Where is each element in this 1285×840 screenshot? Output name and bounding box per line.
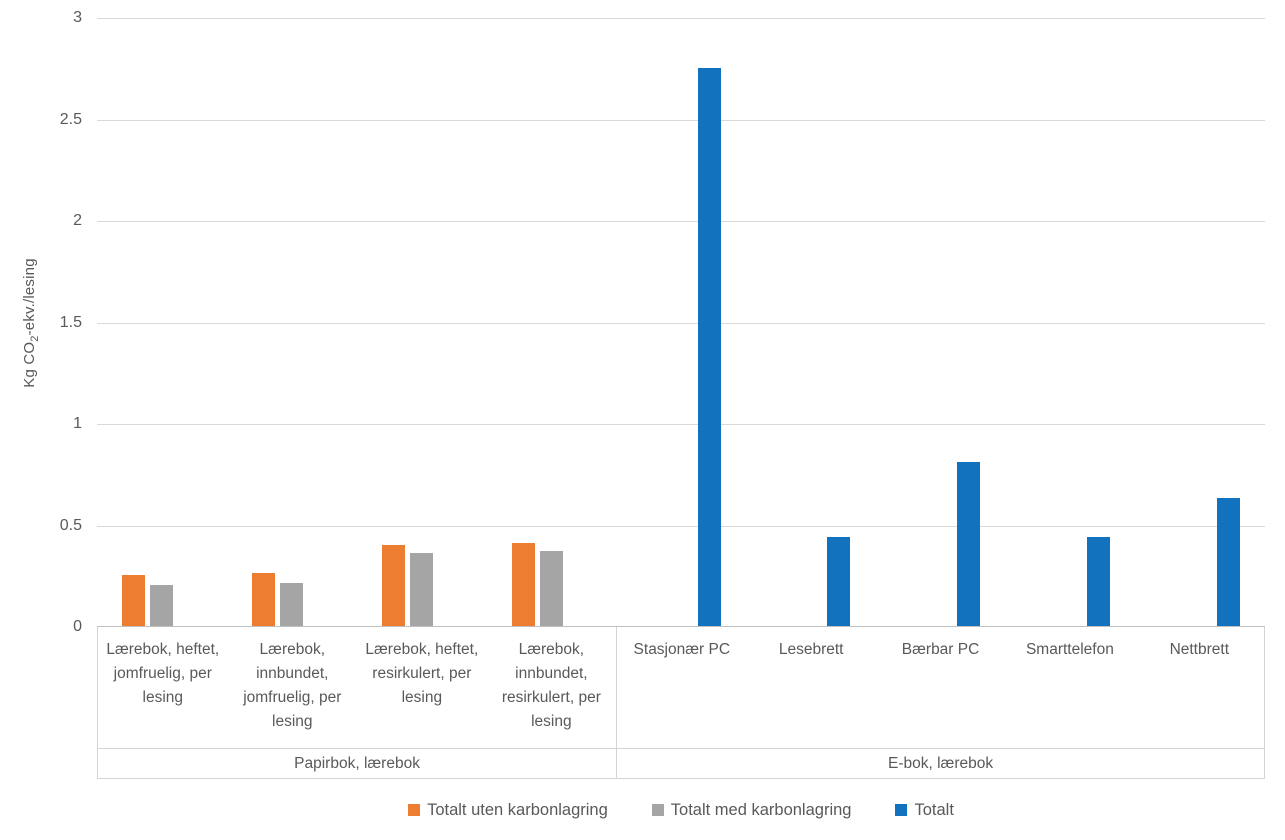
category-label: Lærebok, heftet, resirkulert, per lesing <box>365 641 479 706</box>
bar-totalt-uten-karbonlagring <box>381 545 405 626</box>
y-tick-label: 0.5 <box>59 517 82 534</box>
legend-label: Totalt uten karbonlagring <box>427 800 608 819</box>
x-axis-line <box>97 626 1265 627</box>
category-group: Lærebok, heftet, jomfruelig, per lesing L… <box>97 627 617 778</box>
gridline <box>97 323 1265 324</box>
gridline <box>97 526 1265 527</box>
bar-totalt <box>1216 498 1240 626</box>
legend-label: Totalt <box>914 800 954 819</box>
bar-totalt-med-karbonlagring <box>539 551 563 626</box>
category-label: Stasjonær PC <box>633 641 731 658</box>
gridline <box>97 18 1265 19</box>
legend-swatch-icon <box>895 804 908 816</box>
bar-totalt-med-karbonlagring <box>280 583 304 626</box>
category-label: Nettbrett <box>1169 641 1230 658</box>
plot-area <box>97 18 1265 627</box>
legend-item: Totalt <box>895 800 954 820</box>
bar-totalt <box>827 537 851 626</box>
legend-swatch-icon <box>408 804 421 816</box>
category-label-row: Stasjonær PC Lesebrett Bærbar PC Smarttelef… <box>617 627 1264 748</box>
bar-totalt-uten-karbonlagring <box>122 575 146 626</box>
category-group: Stasjonær PC Lesebrett Bærbar PC Smarttelef… <box>616 627 1265 778</box>
bar-totalt-uten-karbonlagring <box>511 543 535 626</box>
bar-totalt <box>957 462 981 626</box>
category-label: Lærebok, innbundet, jomfruelig, per lesi… <box>243 641 342 730</box>
y-tick-label: 0 <box>73 618 82 635</box>
category-label: Bærbar PC <box>901 641 980 658</box>
y-tick-label: 3 <box>73 9 82 26</box>
gridline <box>97 120 1265 121</box>
bar-totalt <box>1086 537 1110 626</box>
x-axis-label-area: Lærebok, heftet, jomfruelig, per lesing L… <box>97 627 1265 779</box>
category-label: Lesebrett <box>778 641 844 658</box>
y-tick-label: 1.5 <box>59 314 82 331</box>
gridline <box>97 424 1265 425</box>
y-tick-label: 1 <box>73 415 82 432</box>
category-label: Lærebok, heftet, jomfruelig, per lesing <box>106 641 220 706</box>
legend: Totalt uten karbonlagring Totalt med karb… <box>97 798 1265 822</box>
group-label: E-bok, lærebok <box>617 748 1264 778</box>
y-tick-label: 2 <box>73 212 82 229</box>
y-axis-title-subscript: 2 <box>29 334 41 342</box>
bar-totalt-med-karbonlagring <box>150 585 174 626</box>
category-label: Lærebok, innbundet, resirkulert, per les… <box>501 641 601 730</box>
y-axis-title-prefix: Kg CO <box>21 341 38 388</box>
legend-swatch-icon <box>651 804 664 816</box>
gridline <box>97 221 1265 222</box>
y-tick-label: 2.5 <box>59 111 82 128</box>
group-label: Papirbok, lærebok <box>98 748 617 778</box>
legend-item: Totalt uten karbonlagring <box>408 801 608 820</box>
category-label-row: Lærebok, heftet, jomfruelig, per lesing L… <box>98 627 616 748</box>
bar-totalt-med-karbonlagring <box>409 553 433 626</box>
bar-totalt-uten-karbonlagring <box>252 573 276 626</box>
category-label: Smarttelefon <box>1025 641 1114 658</box>
bar-totalt <box>697 68 721 626</box>
legend-label: Totalt med karbonlagring <box>670 800 852 819</box>
legend-item: Totalt med karbonlagring <box>651 800 852 820</box>
